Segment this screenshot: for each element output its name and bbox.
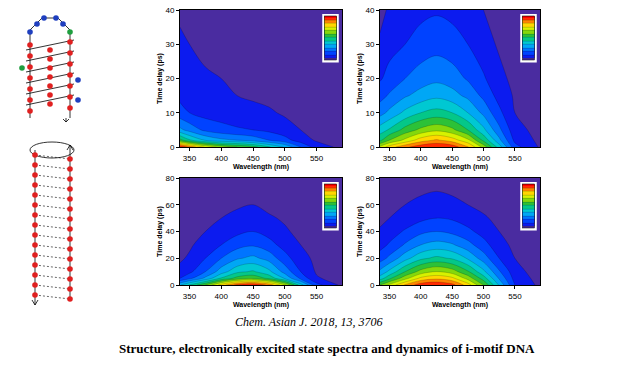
svg-text:550: 550 — [508, 154, 522, 163]
svg-text:Time delay (ps): Time delay (ps) — [156, 53, 164, 104]
svg-text:40: 40 — [365, 227, 374, 236]
svg-text:40: 40 — [165, 227, 174, 236]
svg-text:60: 60 — [165, 201, 174, 210]
svg-text:20: 20 — [365, 74, 374, 83]
svg-text:Time delay (ps): Time delay (ps) — [156, 206, 164, 257]
svg-text:Time delay (ps): Time delay (ps) — [356, 53, 364, 104]
svg-text:40: 40 — [165, 6, 174, 15]
svg-text:500: 500 — [278, 292, 292, 301]
svg-text:Time delay (ps): Time delay (ps) — [356, 206, 364, 257]
svg-text:40: 40 — [365, 6, 374, 15]
svg-text:60: 60 — [365, 201, 374, 210]
svg-text:0: 0 — [170, 143, 175, 152]
svg-text:500: 500 — [477, 292, 491, 301]
svg-text:0: 0 — [370, 143, 375, 152]
svg-text:550: 550 — [310, 292, 324, 301]
svg-text:350: 350 — [183, 154, 197, 163]
svg-text:Wavelength (nm): Wavelength (nm) — [233, 301, 289, 309]
svg-text:500: 500 — [477, 154, 491, 163]
svg-text:400: 400 — [215, 154, 229, 163]
svg-text:10: 10 — [165, 109, 174, 118]
svg-text:Structure, electronically exci: Structure, electronically excited state … — [119, 341, 535, 356]
svg-text:30: 30 — [365, 40, 374, 49]
svg-text:350: 350 — [383, 292, 397, 301]
svg-text:Wavelength (nm): Wavelength (nm) — [432, 163, 488, 171]
svg-text:80: 80 — [165, 174, 174, 183]
svg-text:450: 450 — [445, 154, 459, 163]
svg-text:20: 20 — [165, 74, 174, 83]
svg-text:0: 0 — [370, 281, 375, 290]
svg-text:450: 450 — [246, 292, 260, 301]
svg-text:550: 550 — [508, 292, 522, 301]
svg-text:400: 400 — [414, 292, 428, 301]
svg-text:400: 400 — [414, 154, 428, 163]
svg-text:80: 80 — [365, 174, 374, 183]
svg-text:10: 10 — [365, 109, 374, 118]
svg-text:450: 450 — [246, 154, 260, 163]
svg-text:Chem. Asian J. 2018, 13, 3706: Chem. Asian J. 2018, 13, 3706 — [235, 315, 382, 329]
svg-text:Wavelength (nm): Wavelength (nm) — [432, 301, 488, 309]
svg-text:30: 30 — [165, 40, 174, 49]
svg-text:500: 500 — [278, 154, 292, 163]
svg-text:350: 350 — [183, 292, 197, 301]
svg-text:400: 400 — [215, 292, 229, 301]
svg-text:20: 20 — [365, 254, 374, 263]
svg-text:0: 0 — [170, 281, 175, 290]
svg-text:450: 450 — [445, 292, 459, 301]
svg-text:20: 20 — [165, 254, 174, 263]
svg-text:350: 350 — [383, 154, 397, 163]
svg-text:550: 550 — [310, 154, 324, 163]
svg-text:Wavelength (nm): Wavelength (nm) — [233, 163, 289, 171]
